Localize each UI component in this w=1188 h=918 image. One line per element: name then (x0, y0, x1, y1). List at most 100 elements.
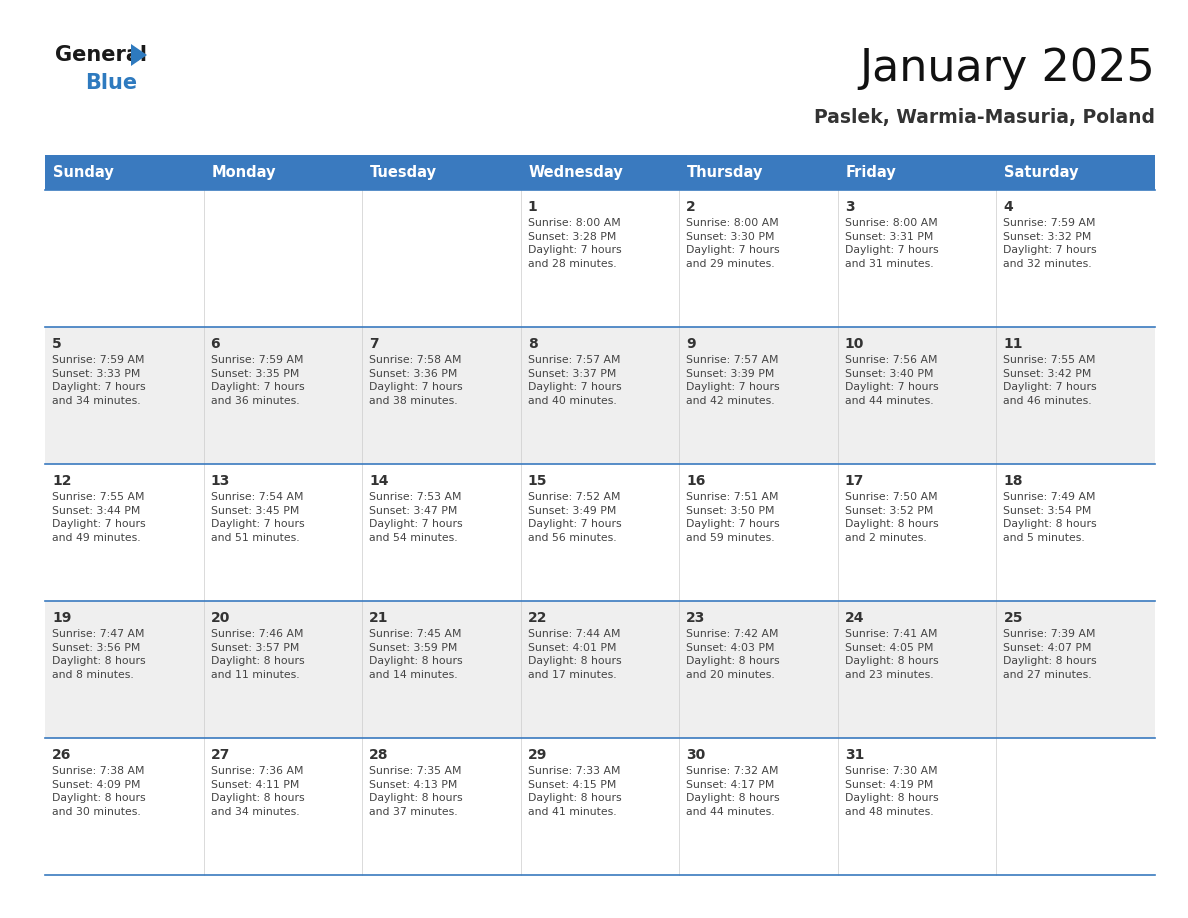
Text: Sunrise: 7:55 AM
Sunset: 3:44 PM
Daylight: 7 hours
and 49 minutes.: Sunrise: 7:55 AM Sunset: 3:44 PM Dayligh… (52, 492, 146, 543)
Text: Saturday: Saturday (1004, 165, 1079, 180)
Text: Sunrise: 7:42 AM
Sunset: 4:03 PM
Daylight: 8 hours
and 20 minutes.: Sunrise: 7:42 AM Sunset: 4:03 PM Dayligh… (687, 629, 779, 680)
Text: Sunrise: 7:32 AM
Sunset: 4:17 PM
Daylight: 8 hours
and 44 minutes.: Sunrise: 7:32 AM Sunset: 4:17 PM Dayligh… (687, 766, 779, 817)
Bar (203, 327, 362, 464)
Bar (362, 738, 520, 875)
Bar (362, 464, 520, 601)
Text: 17: 17 (845, 474, 864, 488)
Bar (680, 327, 838, 464)
Bar (203, 464, 362, 601)
Bar (520, 190, 680, 327)
Bar (520, 738, 680, 875)
Polygon shape (131, 44, 147, 66)
Bar (203, 738, 362, 875)
Bar (362, 601, 520, 738)
Text: Sunday: Sunday (53, 165, 114, 180)
Bar (680, 155, 838, 190)
Text: Sunrise: 7:57 AM
Sunset: 3:37 PM
Daylight: 7 hours
and 40 minutes.: Sunrise: 7:57 AM Sunset: 3:37 PM Dayligh… (527, 355, 621, 406)
Text: Sunrise: 7:41 AM
Sunset: 4:05 PM
Daylight: 8 hours
and 23 minutes.: Sunrise: 7:41 AM Sunset: 4:05 PM Dayligh… (845, 629, 939, 680)
Text: 11: 11 (1004, 337, 1023, 351)
Text: 16: 16 (687, 474, 706, 488)
Bar (362, 327, 520, 464)
Text: Tuesday: Tuesday (371, 165, 437, 180)
Text: Sunrise: 7:52 AM
Sunset: 3:49 PM
Daylight: 7 hours
and 56 minutes.: Sunrise: 7:52 AM Sunset: 3:49 PM Dayligh… (527, 492, 621, 543)
Text: Sunrise: 7:55 AM
Sunset: 3:42 PM
Daylight: 7 hours
and 46 minutes.: Sunrise: 7:55 AM Sunset: 3:42 PM Dayligh… (1004, 355, 1097, 406)
Text: 28: 28 (369, 748, 388, 762)
Text: 13: 13 (210, 474, 230, 488)
Text: Blue: Blue (86, 73, 137, 93)
Bar (680, 464, 838, 601)
Text: 29: 29 (527, 748, 548, 762)
Bar (838, 464, 997, 601)
Text: Wednesday: Wednesday (529, 165, 624, 180)
Text: Sunrise: 7:57 AM
Sunset: 3:39 PM
Daylight: 7 hours
and 42 minutes.: Sunrise: 7:57 AM Sunset: 3:39 PM Dayligh… (687, 355, 779, 406)
Bar (45, 738, 203, 875)
Text: 27: 27 (210, 748, 230, 762)
Bar (997, 464, 1155, 601)
Text: Sunrise: 7:35 AM
Sunset: 4:13 PM
Daylight: 8 hours
and 37 minutes.: Sunrise: 7:35 AM Sunset: 4:13 PM Dayligh… (369, 766, 463, 817)
Bar (997, 327, 1155, 464)
Text: Sunrise: 7:30 AM
Sunset: 4:19 PM
Daylight: 8 hours
and 48 minutes.: Sunrise: 7:30 AM Sunset: 4:19 PM Dayligh… (845, 766, 939, 817)
Bar (362, 190, 520, 327)
Text: Sunrise: 7:59 AM
Sunset: 3:33 PM
Daylight: 7 hours
and 34 minutes.: Sunrise: 7:59 AM Sunset: 3:33 PM Dayligh… (52, 355, 146, 406)
Text: 18: 18 (1004, 474, 1023, 488)
Bar (838, 738, 997, 875)
Bar (45, 601, 203, 738)
Bar (45, 190, 203, 327)
Bar (45, 155, 203, 190)
Text: Thursday: Thursday (688, 165, 764, 180)
Bar (45, 464, 203, 601)
Bar (520, 464, 680, 601)
Bar (520, 327, 680, 464)
Text: Sunrise: 7:38 AM
Sunset: 4:09 PM
Daylight: 8 hours
and 30 minutes.: Sunrise: 7:38 AM Sunset: 4:09 PM Dayligh… (52, 766, 146, 817)
Text: 5: 5 (52, 337, 62, 351)
Text: January 2025: January 2025 (859, 47, 1155, 89)
Text: General: General (55, 45, 147, 65)
Text: 30: 30 (687, 748, 706, 762)
Text: Sunrise: 7:49 AM
Sunset: 3:54 PM
Daylight: 8 hours
and 5 minutes.: Sunrise: 7:49 AM Sunset: 3:54 PM Dayligh… (1004, 492, 1097, 543)
Text: Sunrise: 8:00 AM
Sunset: 3:31 PM
Daylight: 7 hours
and 31 minutes.: Sunrise: 8:00 AM Sunset: 3:31 PM Dayligh… (845, 218, 939, 269)
Text: 2: 2 (687, 200, 696, 214)
Text: 31: 31 (845, 748, 864, 762)
Text: 7: 7 (369, 337, 379, 351)
Text: Sunrise: 7:47 AM
Sunset: 3:56 PM
Daylight: 8 hours
and 8 minutes.: Sunrise: 7:47 AM Sunset: 3:56 PM Dayligh… (52, 629, 146, 680)
Text: Sunrise: 7:53 AM
Sunset: 3:47 PM
Daylight: 7 hours
and 54 minutes.: Sunrise: 7:53 AM Sunset: 3:47 PM Dayligh… (369, 492, 463, 543)
Text: 23: 23 (687, 611, 706, 625)
Text: Sunrise: 7:58 AM
Sunset: 3:36 PM
Daylight: 7 hours
and 38 minutes.: Sunrise: 7:58 AM Sunset: 3:36 PM Dayligh… (369, 355, 463, 406)
Text: 8: 8 (527, 337, 537, 351)
Bar (997, 190, 1155, 327)
Text: Monday: Monday (211, 165, 276, 180)
Bar (203, 190, 362, 327)
Text: 15: 15 (527, 474, 548, 488)
Text: 9: 9 (687, 337, 696, 351)
Text: 6: 6 (210, 337, 220, 351)
Bar (45, 327, 203, 464)
Bar (203, 155, 362, 190)
Text: 22: 22 (527, 611, 548, 625)
Text: Sunrise: 7:46 AM
Sunset: 3:57 PM
Daylight: 8 hours
and 11 minutes.: Sunrise: 7:46 AM Sunset: 3:57 PM Dayligh… (210, 629, 304, 680)
Text: 3: 3 (845, 200, 854, 214)
Bar (680, 738, 838, 875)
Text: 12: 12 (52, 474, 71, 488)
Text: 1: 1 (527, 200, 537, 214)
Text: 21: 21 (369, 611, 388, 625)
Bar (203, 601, 362, 738)
Bar (838, 601, 997, 738)
Bar (680, 601, 838, 738)
Bar (997, 155, 1155, 190)
Text: Friday: Friday (846, 165, 897, 180)
Text: Sunrise: 7:36 AM
Sunset: 4:11 PM
Daylight: 8 hours
and 34 minutes.: Sunrise: 7:36 AM Sunset: 4:11 PM Dayligh… (210, 766, 304, 817)
Text: 25: 25 (1004, 611, 1023, 625)
Text: Sunrise: 7:45 AM
Sunset: 3:59 PM
Daylight: 8 hours
and 14 minutes.: Sunrise: 7:45 AM Sunset: 3:59 PM Dayligh… (369, 629, 463, 680)
Bar (838, 327, 997, 464)
Bar (838, 155, 997, 190)
Bar (838, 190, 997, 327)
Text: Sunrise: 7:59 AM
Sunset: 3:32 PM
Daylight: 7 hours
and 32 minutes.: Sunrise: 7:59 AM Sunset: 3:32 PM Dayligh… (1004, 218, 1097, 269)
Bar (997, 601, 1155, 738)
Bar (680, 190, 838, 327)
Bar (997, 738, 1155, 875)
Text: Sunrise: 7:56 AM
Sunset: 3:40 PM
Daylight: 7 hours
and 44 minutes.: Sunrise: 7:56 AM Sunset: 3:40 PM Dayligh… (845, 355, 939, 406)
Text: Sunrise: 8:00 AM
Sunset: 3:28 PM
Daylight: 7 hours
and 28 minutes.: Sunrise: 8:00 AM Sunset: 3:28 PM Dayligh… (527, 218, 621, 269)
Text: Sunrise: 7:33 AM
Sunset: 4:15 PM
Daylight: 8 hours
and 41 minutes.: Sunrise: 7:33 AM Sunset: 4:15 PM Dayligh… (527, 766, 621, 817)
Text: 24: 24 (845, 611, 865, 625)
Text: Sunrise: 7:51 AM
Sunset: 3:50 PM
Daylight: 7 hours
and 59 minutes.: Sunrise: 7:51 AM Sunset: 3:50 PM Dayligh… (687, 492, 779, 543)
